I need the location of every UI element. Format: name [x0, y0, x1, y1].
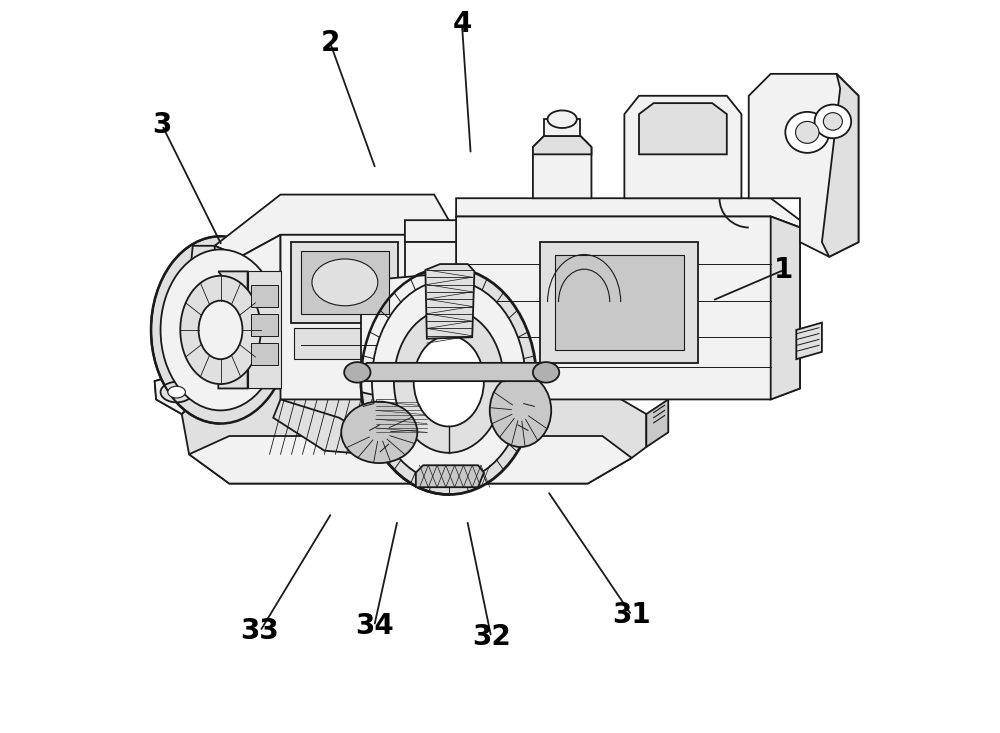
Text: 2: 2	[321, 29, 340, 57]
Ellipse shape	[548, 111, 577, 128]
Polygon shape	[771, 216, 800, 399]
Polygon shape	[215, 194, 449, 257]
Ellipse shape	[394, 309, 504, 453]
Ellipse shape	[533, 362, 559, 383]
Polygon shape	[624, 96, 741, 198]
Polygon shape	[425, 264, 474, 339]
Polygon shape	[456, 198, 800, 227]
Polygon shape	[796, 323, 822, 359]
Ellipse shape	[312, 259, 378, 306]
Text: 33: 33	[241, 617, 279, 645]
Ellipse shape	[796, 122, 819, 144]
Polygon shape	[456, 216, 800, 399]
Ellipse shape	[372, 280, 526, 482]
Polygon shape	[248, 271, 281, 388]
Ellipse shape	[180, 276, 261, 384]
Polygon shape	[251, 284, 278, 306]
Ellipse shape	[414, 336, 484, 427]
Polygon shape	[189, 436, 632, 484]
Polygon shape	[185, 246, 248, 392]
Polygon shape	[155, 374, 207, 414]
Polygon shape	[544, 119, 580, 136]
Polygon shape	[749, 74, 858, 257]
Polygon shape	[540, 242, 698, 363]
Polygon shape	[639, 103, 727, 155]
Polygon shape	[301, 251, 389, 314]
Polygon shape	[405, 242, 493, 352]
Text: 1: 1	[774, 256, 793, 284]
Polygon shape	[376, 399, 427, 432]
Polygon shape	[533, 136, 591, 155]
Ellipse shape	[199, 301, 242, 359]
Ellipse shape	[168, 386, 185, 398]
Ellipse shape	[361, 268, 537, 495]
Text: 31: 31	[612, 601, 651, 629]
Polygon shape	[361, 275, 427, 399]
Text: 34: 34	[355, 612, 394, 640]
Polygon shape	[646, 399, 668, 447]
Ellipse shape	[815, 105, 851, 139]
Polygon shape	[182, 388, 646, 484]
Ellipse shape	[151, 236, 290, 424]
Polygon shape	[215, 235, 281, 388]
Polygon shape	[416, 465, 484, 487]
Polygon shape	[218, 271, 248, 388]
Polygon shape	[273, 399, 376, 454]
Polygon shape	[822, 74, 858, 257]
Polygon shape	[555, 255, 684, 350]
Polygon shape	[281, 220, 456, 399]
Text: 32: 32	[472, 623, 511, 651]
Polygon shape	[291, 242, 398, 323]
Polygon shape	[155, 374, 207, 414]
Ellipse shape	[161, 382, 193, 402]
Ellipse shape	[823, 113, 842, 130]
Ellipse shape	[161, 249, 281, 410]
Text: 3: 3	[152, 111, 172, 139]
Polygon shape	[357, 363, 551, 381]
Text: 4: 4	[452, 10, 472, 38]
Ellipse shape	[785, 112, 829, 153]
Ellipse shape	[490, 374, 551, 447]
Polygon shape	[251, 314, 278, 336]
Polygon shape	[533, 136, 591, 198]
Polygon shape	[405, 209, 522, 242]
Ellipse shape	[344, 362, 371, 383]
Polygon shape	[251, 343, 278, 365]
Polygon shape	[294, 328, 390, 359]
Ellipse shape	[341, 402, 417, 463]
